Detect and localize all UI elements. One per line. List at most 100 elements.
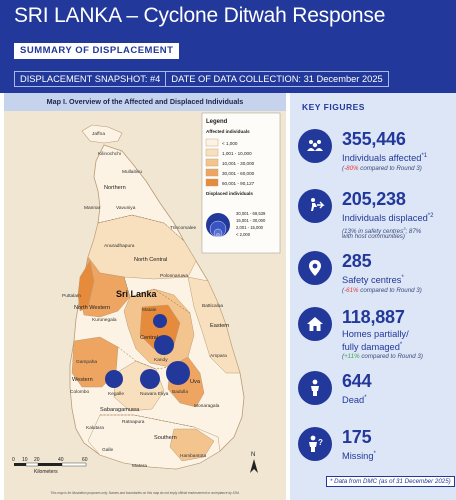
label-mullaitivu: Mullaitivu	[122, 169, 142, 175]
legend-displaced-title: Displaced individuals	[206, 191, 253, 196]
displaced-bubble-nuwara-eliya	[140, 369, 160, 389]
homes-sup: *	[399, 342, 403, 348]
label-north-western: North Western	[74, 305, 110, 311]
legend-affected-swatch	[205, 158, 219, 167]
displaced-sup: *2	[427, 213, 434, 219]
label-polonnaruwa: Polonnaruwa	[160, 273, 188, 279]
legend-bubble-tiny	[216, 233, 220, 237]
label-kilinochchi: Kilinochchi	[98, 151, 121, 157]
label-jaffna: Jaffna	[92, 131, 105, 137]
legend-displaced-label: 2,001 - 15,000	[236, 225, 264, 230]
label-batticaloa: Batticaloa	[202, 303, 223, 309]
legend-affected-swatch	[205, 138, 219, 147]
missing-label: Missing*	[342, 449, 376, 462]
label-northern: Northern	[104, 185, 126, 191]
missing-sup: *	[373, 451, 376, 457]
person-icon	[298, 371, 332, 405]
label-kegalle: Kegalle	[108, 391, 124, 397]
missing-label-text: Missing	[342, 451, 374, 462]
label-gampaha: Gampaha	[76, 359, 97, 365]
label-uva: Uva	[190, 379, 201, 385]
displaced-detail-1: (13% in safety centres3; 87%	[342, 225, 421, 236]
displaced-detail-1-sup: 3	[403, 226, 406, 231]
scale-bar: 0 10 20 40 60 Kilometers	[12, 457, 88, 475]
dead-value: 644	[342, 371, 372, 391]
label-north-central: North Central	[134, 257, 167, 263]
north-central-region	[87, 214, 197, 280]
affected-change: (-80% compared to Round 3)	[342, 165, 422, 172]
label-eastern: Eastern	[210, 323, 229, 329]
page-subtitle: SUMMARY OF DISPLACEMENT	[14, 43, 180, 59]
snapshot-bar: DISPLACEMENT SNAPSHOT: #4 DATE OF DATA C…	[14, 71, 389, 87]
label-kandy: Kandy	[154, 357, 168, 363]
label-mannar: Mannar	[84, 205, 101, 211]
label-matale: Matale	[142, 307, 157, 313]
key-figures-title: KEY FIGURES	[302, 102, 365, 112]
missing-value: 175	[342, 427, 372, 447]
legend-affected-label: 30,001 - 60,000	[222, 171, 255, 176]
affected-value: 355,446	[342, 129, 406, 149]
legend-displaced-label: < 2,000	[236, 232, 251, 237]
label-matara: Matara	[132, 463, 147, 469]
legend-affected-title: Affected individuals	[206, 129, 250, 134]
homes-value: 118,887	[342, 307, 405, 327]
eastern-region	[187, 276, 241, 374]
label-kurunegala: Kurunegala	[92, 317, 117, 323]
homes-label-2: fully damaged*	[342, 340, 402, 353]
homes-label-1: Homes partially/	[342, 329, 409, 339]
dead-label-text: Dead	[342, 395, 365, 406]
displaced-detail-1-rest: ; 87%	[405, 228, 422, 236]
label-sabaragamuwa: Sabaragamuwa	[100, 407, 140, 413]
homes-label-2-text: fully damaged	[342, 342, 400, 353]
label-monaragala: Monaragala	[194, 403, 220, 409]
legend-affected-swatch	[205, 178, 219, 187]
hambantota-region	[169, 428, 215, 462]
homes-change-value: +11%	[344, 353, 360, 360]
displaced-bubble-kegalle	[105, 370, 123, 388]
legend-bubble-small	[213, 228, 223, 238]
people-group-icon	[298, 129, 332, 163]
label-kalutara: Kalutara	[86, 425, 104, 431]
person-question-icon: ?	[298, 427, 332, 461]
label-galle: Galle	[102, 447, 114, 453]
scale-tick-0: 0	[12, 457, 15, 463]
sri-lanka-map: Jaffna Kilinochchi Mullaitivu Mannar Vav…	[4, 111, 286, 500]
data-source-footnote: * Data from DMC (as of 31 December 2025)	[326, 476, 455, 487]
homes-change: (+11% compared to Round 3)	[342, 353, 423, 360]
label-anuradhapura: Anuradhapura	[104, 243, 135, 249]
label-trincomalee: Trincomalee	[170, 225, 197, 231]
snapshot-label: DISPLACEMENT SNAPSHOT: #4	[20, 74, 161, 84]
scale-tick-4: 60	[82, 457, 88, 463]
affected-change-rest: compared to Round 3)	[358, 165, 422, 172]
svg-text:?: ?	[318, 438, 323, 447]
puttalam-region	[77, 260, 95, 312]
label-colombo: Colombo	[70, 389, 90, 395]
map-title: Map I. Overview of the Affected and Disp…	[4, 93, 286, 111]
jaffna-region	[81, 124, 123, 144]
legend-affected-label: < 1,000	[222, 141, 238, 146]
running-person-icon	[298, 189, 332, 223]
legend-affected-swatch	[205, 148, 219, 157]
safety-label: Safety centres*	[342, 273, 404, 286]
legend-affected-label: 1,001 - 10,000	[222, 151, 252, 156]
dead-sup: *	[364, 395, 367, 401]
displaced-label: Individuals displaced*2	[342, 211, 433, 224]
label-central: Central	[140, 335, 158, 341]
map-legend: Legend Affected individuals < 1,000 1,001…	[201, 112, 281, 254]
displaced-value: 205,238	[342, 189, 406, 209]
house-icon	[298, 307, 332, 341]
map-panel: Map I. Overview of the Affected and Disp…	[4, 93, 286, 500]
label-ampara: Ampara	[210, 353, 227, 359]
label-badulla: Badulla	[172, 389, 188, 395]
page-title: SRI LANKA – Cyclone Ditwah Response	[14, 4, 386, 27]
dead-label: Dead*	[342, 393, 367, 406]
safety-change-value: -61%	[344, 287, 359, 294]
label-puttalam: Puttalam	[62, 293, 81, 299]
label-vavuniya: Vavuniya	[116, 205, 136, 211]
legend-displaced-label: 15,001 - 30,000	[236, 218, 266, 223]
label-nuwara-eliya: Nuwara Eliya	[140, 391, 169, 397]
label-ratnapura: Ratnapura	[122, 419, 145, 425]
collection-date-label: DATE OF DATA COLLECTION: 31 December 202…	[165, 72, 387, 86]
north-arrow-icon: N	[250, 452, 258, 473]
scale-unit: Kilometers	[34, 469, 58, 475]
